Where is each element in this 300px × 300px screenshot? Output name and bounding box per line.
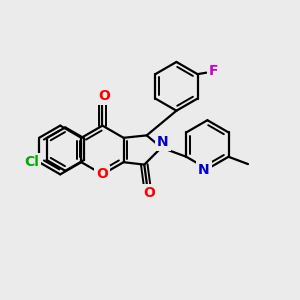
Text: Cl: Cl bbox=[24, 155, 39, 169]
Text: N: N bbox=[198, 164, 210, 177]
Text: N: N bbox=[157, 135, 169, 149]
Text: O: O bbox=[97, 167, 108, 182]
Text: O: O bbox=[143, 186, 155, 200]
Text: F: F bbox=[209, 64, 219, 78]
Text: O: O bbox=[98, 89, 110, 103]
